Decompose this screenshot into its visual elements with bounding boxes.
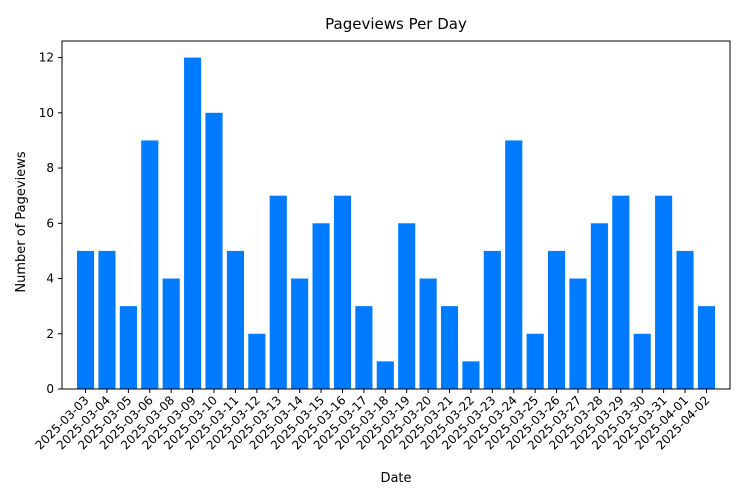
bar-2025-03-18 [376, 361, 394, 389]
y-tick-label: 10 [39, 106, 54, 120]
bar-2025-03-23 [483, 250, 501, 389]
bar-2025-03-08 [162, 278, 180, 389]
bar-2025-03-27 [569, 278, 587, 389]
y-tick-label: 4 [46, 272, 54, 286]
y-tick-label: 8 [46, 161, 54, 175]
bar-2025-03-10 [205, 112, 223, 389]
bar-2025-03-04 [98, 250, 116, 389]
bar-2025-03-17 [355, 306, 373, 389]
bar-2025-03-30 [633, 333, 651, 389]
y-tick-label: 6 [46, 216, 54, 230]
bar-2025-03-29 [612, 195, 630, 389]
bar-2025-03-16 [333, 195, 352, 389]
y-tick-label: 12 [39, 51, 54, 65]
y-axis-label: Number of Pageviews [14, 151, 29, 292]
bar-2025-03-24 [505, 140, 523, 389]
x-axis-label: Date [380, 471, 411, 486]
bar-2025-03-03 [76, 250, 95, 389]
bars-group [76, 57, 716, 389]
bar-2025-03-13 [269, 195, 287, 389]
bar-2025-04-02 [697, 306, 716, 389]
chart-title: Pageviews Per Day [325, 15, 467, 33]
bar-2025-03-12 [248, 333, 266, 389]
bar-2025-03-19 [398, 223, 416, 389]
y-axis-ticks: 0 2 4 6 8 10 12 [39, 51, 62, 396]
bar-2025-03-25 [526, 333, 544, 389]
bar-2025-04-01 [676, 250, 694, 389]
bar-2025-03-11 [226, 250, 244, 389]
bar-2025-03-28 [590, 223, 608, 389]
x-axis-ticks: 2025-03-032025-03-042025-03-052025-03-06… [32, 389, 713, 452]
y-tick-label: 2 [46, 327, 54, 341]
bar-2025-03-26 [548, 250, 566, 389]
bar-2025-03-06 [141, 140, 159, 389]
bar-2025-03-22 [462, 361, 480, 389]
bar-2025-03-21 [440, 306, 459, 389]
y-tick-label: 0 [46, 382, 54, 396]
bar-2025-03-09 [184, 57, 202, 389]
bar-2025-03-20 [419, 278, 437, 389]
bar-2025-03-15 [312, 223, 330, 389]
plot-frame [61, 40, 731, 390]
bar-2025-03-31 [655, 195, 673, 389]
bar-2025-03-05 [119, 306, 137, 389]
bar-2025-03-14 [291, 278, 309, 389]
